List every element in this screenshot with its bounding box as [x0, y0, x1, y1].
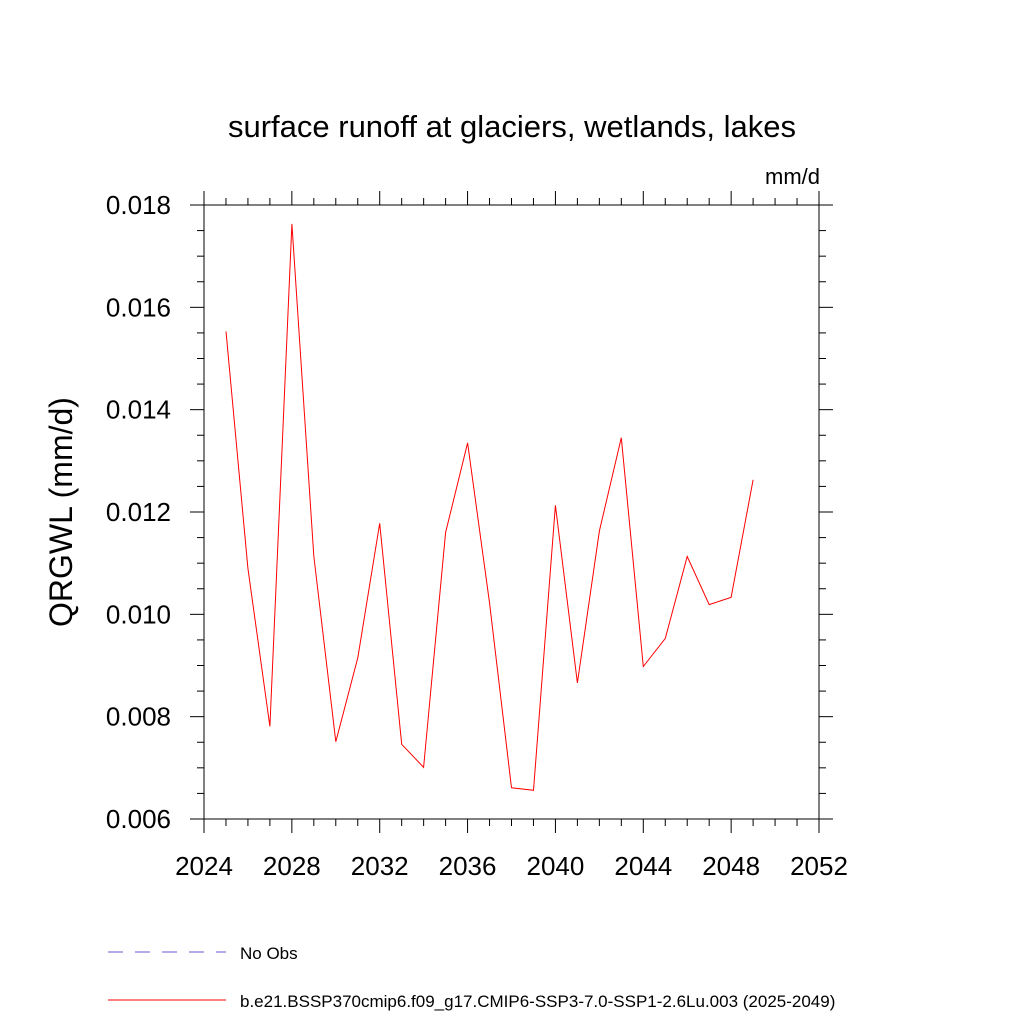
- y-tick-label: 0.008: [106, 702, 171, 732]
- x-tick-label: 2052: [790, 851, 848, 881]
- x-tick-label: 2024: [175, 851, 233, 881]
- x-tick-label: 2028: [263, 851, 321, 881]
- y-tick-labels: 0.006 0.008 0.010 0.012 0.014 0.016 0.018: [106, 190, 171, 834]
- chart-title: surface runoff at glaciers, wetlands, la…: [228, 109, 796, 144]
- y-tick-label: 0.018: [106, 190, 171, 220]
- y-axis-label: QRGWL (mm/d): [43, 397, 79, 627]
- series-line-0: [225, 223, 754, 791]
- units-label: mm/d: [765, 164, 820, 189]
- x-tick-label: 2032: [351, 851, 409, 881]
- x-tick-label: 2040: [527, 851, 585, 881]
- major-ticks: [190, 191, 833, 833]
- legend-label-0: No Obs: [240, 944, 298, 963]
- x-tick-labels: 2024 2028 2032 2036 2040 2044 2048 2052: [175, 851, 848, 881]
- minor-ticks: [197, 198, 826, 826]
- legend: No Obs b.e21.BSSP370cmip6.f09_g17.CMIP6-S…: [108, 944, 835, 1011]
- legend-label-1: b.e21.BSSP370cmip6.f09_g17.CMIP6-SSP3-7.…: [240, 992, 835, 1011]
- x-tick-label: 2044: [614, 851, 672, 881]
- x-tick-label: 2048: [702, 851, 760, 881]
- y-tick-label: 0.016: [106, 292, 171, 322]
- y-tick-label: 0.014: [106, 395, 171, 425]
- series-layer: [225, 223, 754, 791]
- y-tick-label: 0.006: [106, 804, 171, 834]
- y-tick-label: 0.010: [106, 599, 171, 629]
- y-tick-label: 0.012: [106, 497, 171, 527]
- x-tick-label: 2036: [439, 851, 497, 881]
- plot-frame: [203, 204, 820, 820]
